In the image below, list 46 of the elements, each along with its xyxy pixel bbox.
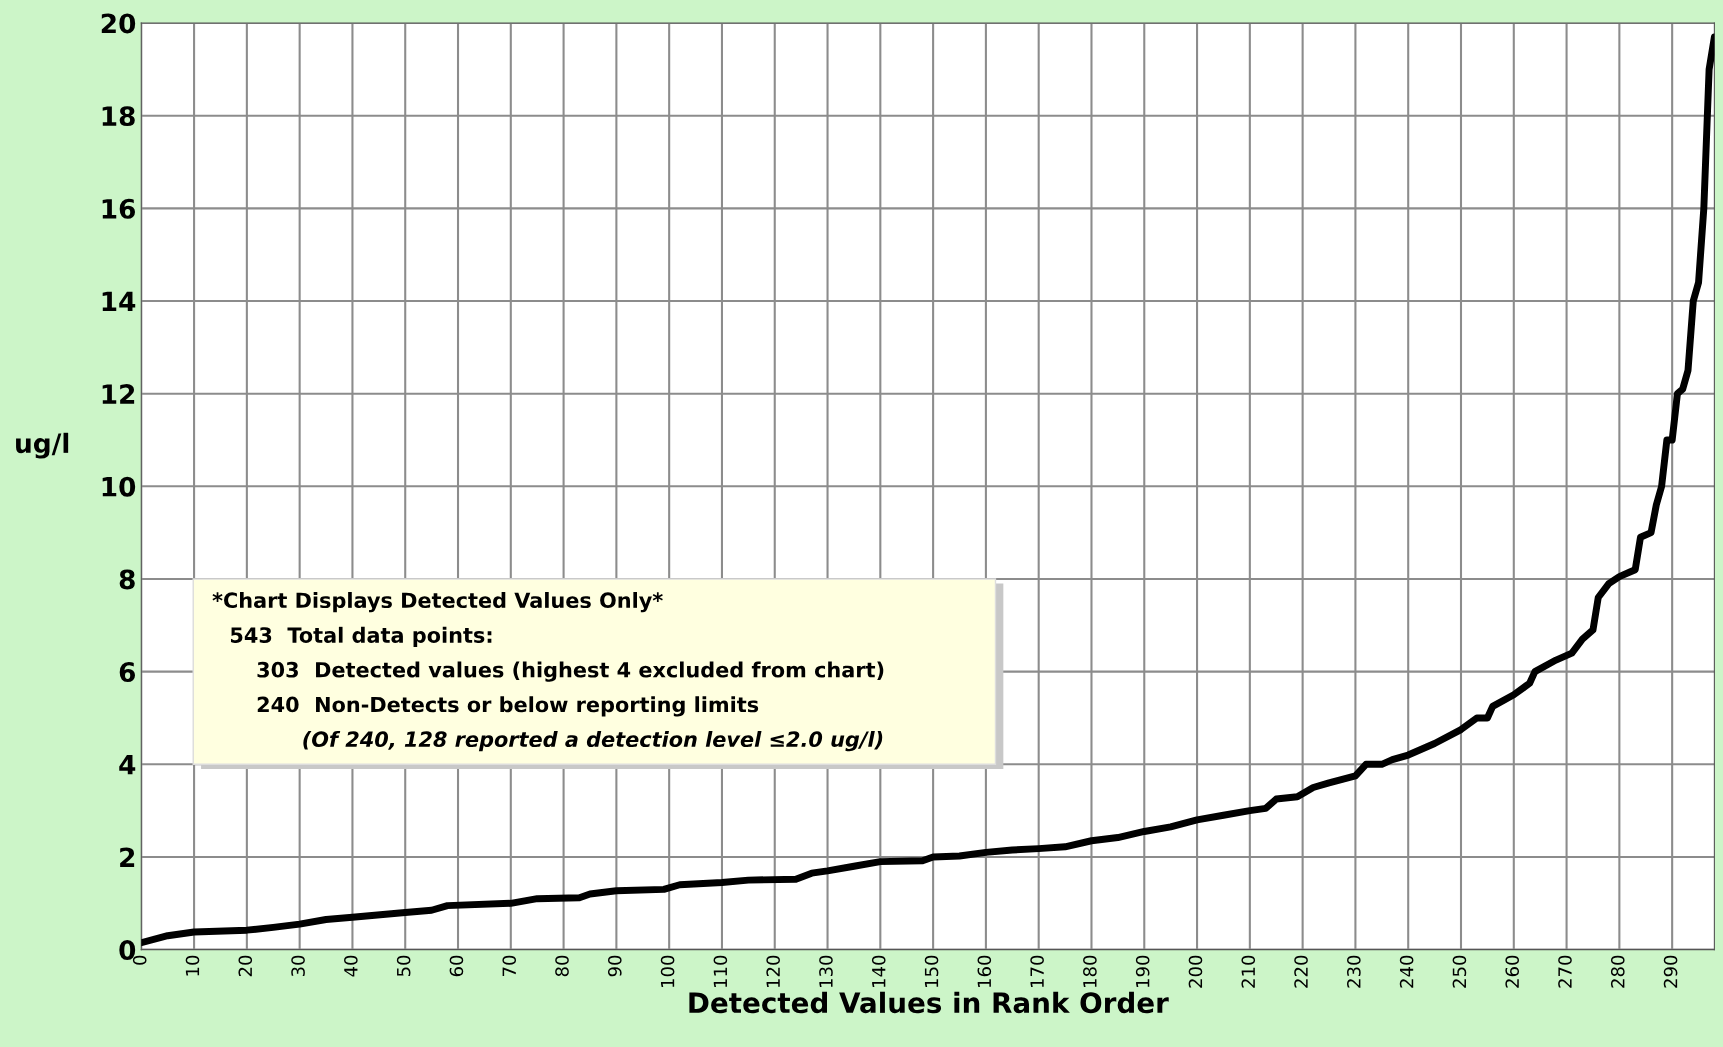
x-tick-label: 30 xyxy=(291,955,305,977)
y-tick-label: 6 xyxy=(119,662,136,683)
x-tick-label: 130 xyxy=(819,955,833,987)
annotation: *Chart Displays Detected Values Only* xyxy=(212,591,663,613)
x-tick-label: 250 xyxy=(1452,955,1467,988)
x-tick-label: 110 xyxy=(713,955,728,987)
y-tick-label: 4 xyxy=(119,755,136,775)
y-tick-label: 20 xyxy=(101,13,136,34)
x-tick-label: 220 xyxy=(1294,955,1308,988)
x-tick-label: 120 xyxy=(766,955,780,987)
x-tick-label: 170 xyxy=(1030,955,1044,987)
y-tick-label: 18 xyxy=(102,106,135,127)
x-tick-label: 180 xyxy=(1083,955,1097,987)
x-tick-label: 150 xyxy=(924,955,939,987)
x-tick-label: 200 xyxy=(1188,955,1203,988)
y-tick-label: 8 xyxy=(119,569,135,590)
y-tick-label: 14 xyxy=(102,291,136,312)
x-tick-label: 60 xyxy=(449,955,464,977)
x-tick-label: 210 xyxy=(1241,955,1256,988)
annotation: 543 Total data points: xyxy=(230,626,492,647)
y-tick-label: 2 xyxy=(120,847,135,867)
x-axis-title: Detected Values in Rank Order xyxy=(689,991,1169,1014)
x-tick-label: 10 xyxy=(185,955,200,976)
x-tick-label: 260 xyxy=(1505,955,1520,988)
x-tick-label: 230 xyxy=(1347,955,1361,988)
x-tick-label: 80 xyxy=(555,955,569,977)
y-tick-label: 10 xyxy=(102,476,136,497)
x-tick-label: 100 xyxy=(660,955,675,987)
annotation: 240 Non-Detects or below reporting limits xyxy=(257,696,759,717)
x-tick-label: 270 xyxy=(1558,955,1572,988)
x-tick-label: 90 xyxy=(607,955,622,977)
y-tick-label: 12 xyxy=(102,384,135,404)
x-tick-label: 20 xyxy=(238,955,253,977)
y-axis-title: ug/l xyxy=(16,432,69,459)
x-tick-label: 140 xyxy=(871,955,886,987)
y-tick-label: 16 xyxy=(102,198,136,219)
x-tick-label: 280 xyxy=(1610,955,1625,988)
annotation: (Of 240, 128 reported a detection level ≤2.0 ug/l) xyxy=(303,730,883,752)
x-tick-label: 70 xyxy=(502,955,517,976)
x-tick-label: 240 xyxy=(1399,955,1414,988)
x-tick-label: 190 xyxy=(1135,955,1150,987)
x-tick-label: 290 xyxy=(1663,955,1678,988)
x-tick-label: 40 xyxy=(344,955,358,977)
annotation: 303 Detected values (highest 4 excluded from chart) xyxy=(257,661,884,682)
x-tick-label: 50 xyxy=(396,955,411,977)
x-tick-label: 160 xyxy=(977,955,992,987)
